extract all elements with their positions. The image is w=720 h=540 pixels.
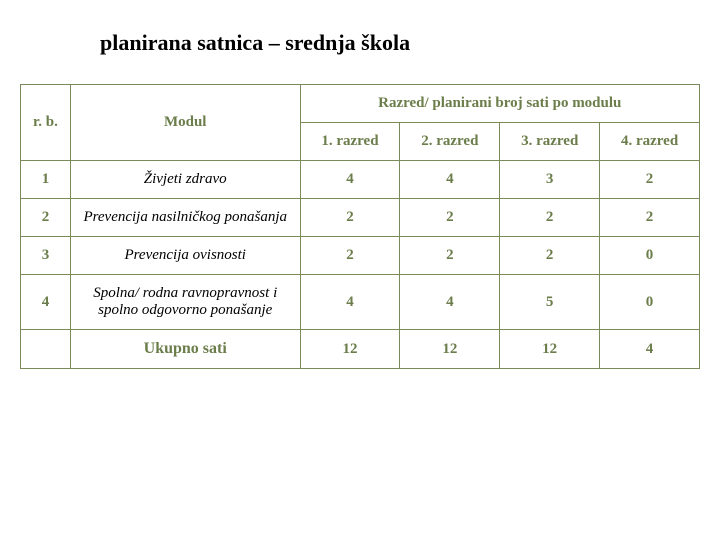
total-val: 12 xyxy=(500,330,600,369)
header-span: Razred/ planirani broj sati po modulu xyxy=(300,85,699,123)
cell-val: 2 xyxy=(500,199,600,237)
row-num: 2 xyxy=(21,199,71,237)
total-val: 4 xyxy=(600,330,700,369)
cell-val: 4 xyxy=(300,275,400,330)
header-col-1: 1. razred xyxy=(300,123,400,161)
modul-name: Živjeti zdravo xyxy=(70,161,300,199)
header-modul: Modul xyxy=(70,85,300,161)
modul-name: Spolna/ rodna ravnopravnost i spolno odg… xyxy=(70,275,300,330)
header-col-4: 4. razred xyxy=(600,123,700,161)
row-num: 3 xyxy=(21,237,71,275)
page-title: planirana satnica – srednja škola xyxy=(20,30,700,56)
cell-val: 0 xyxy=(600,275,700,330)
header-col-3: 3. razred xyxy=(500,123,600,161)
table-row: 3 Prevencija ovisnosti 2 2 2 0 xyxy=(21,237,700,275)
table-row: 1 Živjeti zdravo 4 4 3 2 xyxy=(21,161,700,199)
cell-val: 2 xyxy=(600,199,700,237)
cell-val: 2 xyxy=(300,199,400,237)
total-row: Ukupno sati 12 12 12 4 xyxy=(21,330,700,369)
table-row: 4 Spolna/ rodna ravnopravnost i spolno o… xyxy=(21,275,700,330)
total-val: 12 xyxy=(300,330,400,369)
row-num: 4 xyxy=(21,275,71,330)
cell-val: 0 xyxy=(600,237,700,275)
schedule-table: r. b. Modul Razred/ planirani broj sati … xyxy=(20,84,700,369)
modul-name: Prevencija nasilničkog ponašanja xyxy=(70,199,300,237)
cell-val: 3 xyxy=(500,161,600,199)
cell-val: 5 xyxy=(500,275,600,330)
header-col-2: 2. razred xyxy=(400,123,500,161)
modul-name: Prevencija ovisnosti xyxy=(70,237,300,275)
cell-val: 4 xyxy=(300,161,400,199)
table-row: 2 Prevencija nasilničkog ponašanja 2 2 2… xyxy=(21,199,700,237)
cell-val: 4 xyxy=(400,161,500,199)
cell-val: 2 xyxy=(400,199,500,237)
total-val: 12 xyxy=(400,330,500,369)
header-rb: r. b. xyxy=(21,85,71,161)
cell-val: 2 xyxy=(400,237,500,275)
row-num: 1 xyxy=(21,161,71,199)
total-blank xyxy=(21,330,71,369)
header-row-1: r. b. Modul Razred/ planirani broj sati … xyxy=(21,85,700,123)
cell-val: 4 xyxy=(400,275,500,330)
cell-val: 2 xyxy=(500,237,600,275)
cell-val: 2 xyxy=(600,161,700,199)
cell-val: 2 xyxy=(300,237,400,275)
total-label: Ukupno sati xyxy=(70,330,300,369)
